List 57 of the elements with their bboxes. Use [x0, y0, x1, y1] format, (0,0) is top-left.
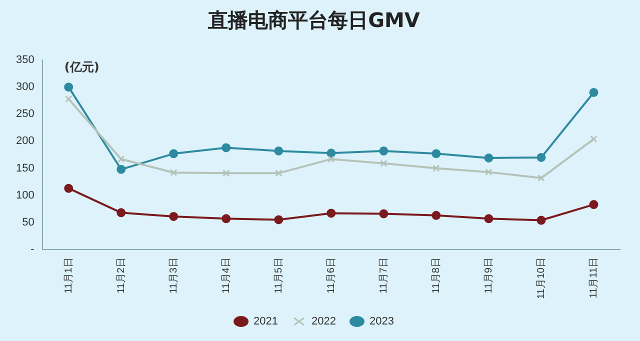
point: [64, 82, 74, 92]
point: [118, 156, 125, 163]
y-axis-title: (亿元): [64, 60, 100, 74]
x-tick-label: 11月4日: [220, 257, 232, 294]
y-tick-label: 50: [22, 216, 34, 228]
point: [64, 184, 74, 193]
point: [169, 149, 178, 158]
point: [170, 169, 178, 176]
y-tick-label: 150: [16, 162, 34, 174]
point: [432, 210, 441, 220]
point: [379, 146, 388, 156]
point: [536, 216, 546, 225]
legend-label: 2022: [312, 316, 336, 328]
x-tick-label: 11月3日: [168, 257, 180, 294]
legend-label: 2023: [369, 316, 394, 328]
point: [116, 208, 126, 218]
x-tick-label: 11月8日: [430, 257, 442, 294]
point: [432, 164, 440, 172]
y-tick-label: -: [30, 244, 35, 256]
point: [326, 148, 336, 158]
y-tick-label: 250: [16, 108, 34, 120]
point: [222, 143, 231, 152]
point: [116, 164, 126, 174]
y-tick-label: 300: [16, 81, 34, 94]
point: [589, 200, 598, 210]
point: [275, 170, 282, 177]
point: [485, 168, 492, 176]
point: [380, 160, 388, 167]
legend-label: 2021: [254, 316, 278, 328]
x-tick-label: 11月1日: [63, 257, 74, 294]
x-tick-label: 11月2日: [116, 257, 127, 294]
point: [432, 149, 441, 158]
point: [484, 153, 494, 162]
point: [590, 135, 598, 143]
point: [274, 146, 284, 156]
point: [222, 170, 230, 177]
x-tick-label: 11月5日: [273, 257, 284, 294]
point: [328, 156, 335, 163]
x-tick-label: 11月10日: [536, 257, 547, 300]
point: [484, 214, 494, 224]
x-tick-label: 11月9日: [483, 257, 494, 294]
x-tick-label: 11月6日: [326, 257, 337, 294]
y-tick-label: 100: [16, 189, 34, 202]
point: [65, 95, 72, 103]
y-tick-label: 350: [16, 54, 34, 66]
chart-title: 直播电商平台每日GMV: [207, 8, 420, 32]
y-tick-label: 200: [16, 135, 34, 148]
point: [538, 174, 545, 182]
point: [379, 209, 388, 218]
point: [169, 212, 178, 221]
point: [326, 208, 336, 218]
x-tick-label: 11月11日: [588, 257, 600, 298]
point: [222, 214, 231, 224]
x-tick-label: 11月7日: [378, 257, 390, 294]
point: [536, 152, 546, 162]
point: [274, 215, 284, 224]
point: [589, 88, 598, 97]
